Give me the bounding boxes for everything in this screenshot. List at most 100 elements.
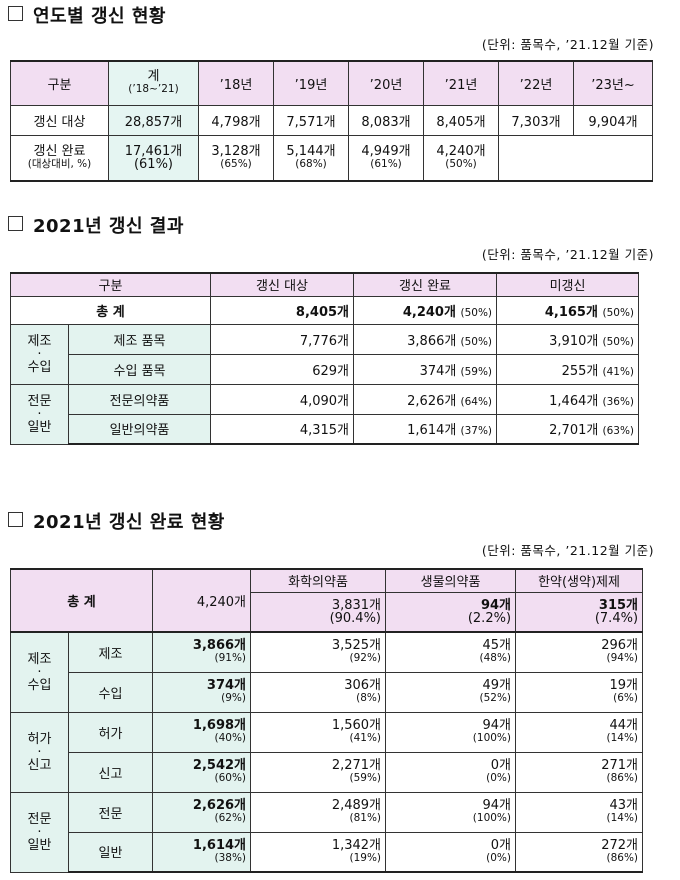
header-cell: 미갱신 [496, 272, 640, 297]
header-value: 3,831개 (90.4%) [250, 591, 387, 633]
row-label: 총 계 [9, 295, 212, 325]
unit-note: (단위: 품목수, ’21.12월 기준) [481, 247, 654, 262]
row-label: 전문의약품 [67, 383, 212, 415]
value-cell: 5,144개 (68%) [273, 134, 349, 182]
empty-cell [498, 134, 653, 182]
value-cell: 3,866개 (50%) [353, 323, 498, 355]
table-header-row: 구분 계 (’18~’21) ’18년 ’19년 ’20년 ’21년 ’22년 ’… [10, 60, 653, 106]
table-row: 허가 · 신고 허가 1,698개 (40%) 1,560개 (41%) 94개 (100… [10, 711, 644, 793]
value-cell: 4,165개 (50%) [496, 295, 640, 325]
row-label: 제조 품목 [67, 323, 212, 355]
value-cell: 374개 (59%) [353, 353, 498, 385]
row-label: 수입 [67, 671, 154, 713]
value-cell: 3,525개 (92%) [250, 631, 387, 673]
yearly-renewal-table: 구분 계 (’18~’21) ’18년 ’19년 ’20년 ’21년 ’22년 ’… [10, 60, 653, 182]
total-cell: 1,614개 (38%) [152, 831, 252, 873]
group-label: 제조 · 수입 [10, 631, 69, 713]
row-label: 허가 [67, 711, 154, 753]
value-cell: 7,303개 [498, 104, 574, 136]
total-cell: 3,866개 (91%) [152, 631, 252, 673]
row-label: 일반 [67, 831, 154, 873]
table-row: 갱신 완료 (대상대비, %) 17,461개 (61%) 3,128개 (65%) … [10, 134, 653, 182]
value-cell: 1,614개 (37%) [353, 413, 498, 445]
value-cell: 2,271개 (59%) [250, 751, 387, 793]
header-cell: 구분 [9, 272, 212, 297]
checkbox-square-icon [8, 6, 23, 21]
table-row: 제조 · 수입 제조 품목 7,776개 3,866개 (50%) 3,910개 (… [10, 323, 640, 385]
row-label: 일반의약품 [67, 413, 212, 445]
value-cell: 629개 [210, 353, 355, 385]
unit-note: (단위: 품목수, ’21.12월 기준) [481, 37, 654, 52]
table-row: 전문 · 일반 전문의약품 4,090개 2,626개 (64%) 1,464개 (… [10, 383, 640, 445]
renewal-result-table: 구분 갱신 대상 갱신 완료 미갱신 총 계 8,405개 4,240개 (50… [9, 272, 640, 445]
unit-note: (단위: 품목수, ’21.12월 기준) [481, 543, 654, 558]
total-row: 총 계 8,405개 4,240개 (50%) 4,165개 (50%) [9, 295, 640, 325]
completion-status-table: 총 계 4,240개 화학의약품 생물의약품 한약(생약)제제 3,831개 (9… [9, 568, 644, 873]
value-cell: 272개 (86%) [515, 831, 644, 873]
value-cell: 8,405개 [210, 295, 355, 325]
value-cell: 49개 (52%) [385, 671, 517, 713]
value-cell: 94개 (100%) [385, 711, 517, 753]
group-label: 허가 · 신고 [10, 711, 69, 793]
value-cell: 94개 (100%) [385, 791, 517, 833]
value-cell: 19개 (6%) [515, 671, 644, 713]
total-value: 4,240개 [152, 568, 252, 633]
total-cell: 2,542개 (60%) [152, 751, 252, 793]
table-header-row: 총 계 4,240개 화학의약품 생물의약품 한약(생약)제제 [9, 568, 644, 633]
value-cell: 3,910개 (50%) [496, 323, 640, 355]
table-row: 갱신 대상 28,857개 4,798개 7,571개 8,083개 8,405… [10, 104, 653, 136]
value-cell: 255개 (41%) [496, 353, 640, 385]
checkbox-square-icon [8, 512, 23, 527]
header-cell: 생물의약품 [385, 568, 517, 593]
value-cell: 4,949개 (61%) [348, 134, 424, 182]
header-cell: 구분 [10, 60, 109, 106]
value-cell: 2,626개 (64%) [353, 383, 498, 415]
value-cell: 45개 (48%) [385, 631, 517, 673]
value-cell: 1,560개 (41%) [250, 711, 387, 753]
table-row: 일반 1,614개 (38%) 1,342개 (19%) 0개 (0%) 272개 (8… [11, 831, 644, 873]
total-label: 총 계 [9, 568, 154, 633]
table-row: 제조 · 수입 제조 3,866개 (91%) 3,525개 (92%) 45개 (48%… [10, 631, 644, 713]
value-cell: 43개 (14%) [515, 791, 644, 833]
row-label: 전문 [67, 791, 154, 833]
header-value: 94개 (2.2%) [385, 591, 517, 633]
value-cell: 271개 (86%) [515, 751, 644, 793]
header-cell: ’21년 [423, 60, 499, 106]
header-cell: 한약(생약)제제 [515, 568, 644, 593]
section-title-yearly: 연도별 갱신 현황 [8, 2, 166, 28]
header-cell: ’18년 [198, 60, 274, 106]
value-cell: 9,904개 [573, 104, 653, 136]
value-cell: 0개 (0%) [385, 751, 517, 793]
value-cell: 306개 (8%) [250, 671, 387, 713]
total-cell: 17,461개 (61%) [108, 134, 199, 182]
value-cell: 1,342개 (19%) [250, 831, 387, 873]
value-cell: 3,128개 (65%) [198, 134, 274, 182]
table-row: 신고 2,542개 (60%) 2,271개 (59%) 0개 (0%) 271개 (8… [11, 751, 644, 793]
header-value: 315개 (7.4%) [515, 591, 644, 633]
value-cell: 8,405개 [423, 104, 499, 136]
row-label: 갱신 대상 [10, 104, 109, 136]
row-label: 제조 [67, 631, 154, 673]
value-cell: 8,083개 [348, 104, 424, 136]
table-header-values-row: 3,831개 (90.4%) 94개 (2.2%) 315개 (7.4%) [11, 591, 644, 633]
table-row: 일반의약품 4,315개 1,614개 (37%) 2,701개 (63%) [11, 413, 640, 445]
row-label: 수입 품목 [67, 353, 212, 385]
total-cell: 374개 (9%) [152, 671, 252, 713]
total-cell: 28,857개 [108, 104, 199, 136]
section-title-2021-result: 2021년 갱신 결과 [8, 212, 184, 238]
total-cell: 2,626개 (62%) [152, 791, 252, 833]
value-cell: 4,240개 (50%) [423, 134, 499, 182]
value-cell: 7,776개 [210, 323, 355, 355]
header-cell: 갱신 대상 [210, 272, 355, 297]
header-cell: ’20년 [348, 60, 424, 106]
value-cell: 4,090개 [210, 383, 355, 415]
header-cell: 화학의약품 [250, 568, 387, 593]
group-label: 전문 · 일반 [10, 791, 69, 873]
total-cell: 1,698개 (40%) [152, 711, 252, 753]
value-cell: 44개 (14%) [515, 711, 644, 753]
value-cell: 2,701개 (63%) [496, 413, 640, 445]
row-label: 갱신 완료 (대상대비, %) [10, 134, 109, 182]
table-header-row: 구분 갱신 대상 갱신 완료 미갱신 [9, 272, 640, 297]
value-cell: 1,464개 (36%) [496, 383, 640, 415]
header-cell: 갱신 완료 [353, 272, 498, 297]
